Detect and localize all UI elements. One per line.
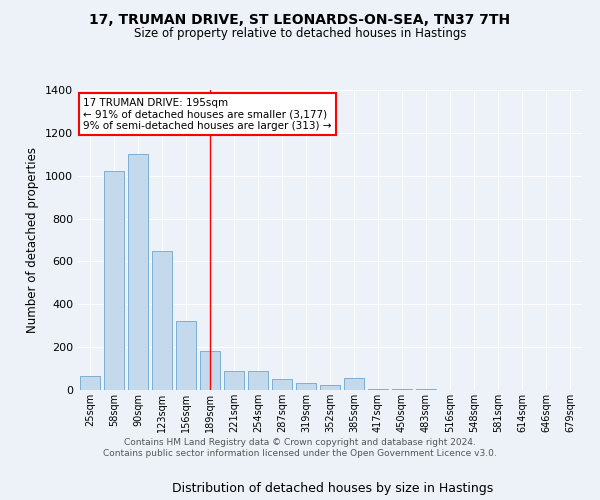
Bar [224,370,244,390]
Bar [320,384,340,390]
Text: Size of property relative to detached houses in Hastings: Size of property relative to detached ho… [134,28,466,40]
Text: Distribution of detached houses by size in Hastings: Distribution of detached houses by size … [172,482,494,495]
Bar [176,322,196,390]
Bar [104,172,124,390]
Bar [368,389,388,390]
Bar [296,382,316,390]
Y-axis label: Number of detached properties: Number of detached properties [26,147,40,333]
Bar [80,376,100,390]
Bar [128,154,148,390]
Bar [344,378,364,390]
Bar [272,380,292,390]
Bar [152,250,172,390]
Text: 17 TRUMAN DRIVE: 195sqm
← 91% of detached houses are smaller (3,177)
9% of semi-: 17 TRUMAN DRIVE: 195sqm ← 91% of detache… [83,98,332,130]
Text: Contains HM Land Registry data © Crown copyright and database right 2024.
Contai: Contains HM Land Registry data © Crown c… [103,438,497,458]
Bar [200,352,220,390]
Text: 17, TRUMAN DRIVE, ST LEONARDS-ON-SEA, TN37 7TH: 17, TRUMAN DRIVE, ST LEONARDS-ON-SEA, TN… [89,12,511,26]
Bar [392,389,412,390]
Bar [248,370,268,390]
